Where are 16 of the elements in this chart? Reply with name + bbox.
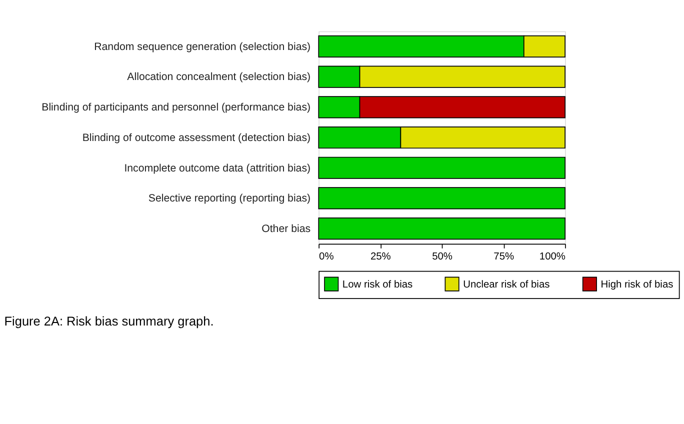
x-tick-label: 25% <box>370 251 391 262</box>
y-tick-label: Random sequence generation (selection bias) <box>94 40 311 53</box>
caption: Figure 2A: Risk bias summary graph. <box>4 314 214 329</box>
y-tick-label: Incomplete outcome data (attrition bias) <box>124 162 311 174</box>
y-tick-label: Selective reporting (reporting bias) <box>148 192 311 205</box>
x-tick-label: 0% <box>319 251 334 262</box>
legend-label: High risk of bias <box>600 279 674 290</box>
legend-label: Low risk of bias <box>342 279 413 290</box>
x-tick-label: 100% <box>539 251 566 262</box>
legend-label: Unclear risk of bias <box>463 279 550 290</box>
y-tick-label: Allocation concealment (selection bias) <box>127 71 311 84</box>
y-tick-label: Other bias <box>262 222 311 235</box>
x-tick-label: 75% <box>494 251 514 262</box>
x-tick-label: 50% <box>432 251 452 262</box>
y-tick-label: Blinding of outcome assessment (detection bias) <box>82 132 311 144</box>
y-tick-label: Blinding of participants and personnel (performance bias) <box>42 102 311 114</box>
